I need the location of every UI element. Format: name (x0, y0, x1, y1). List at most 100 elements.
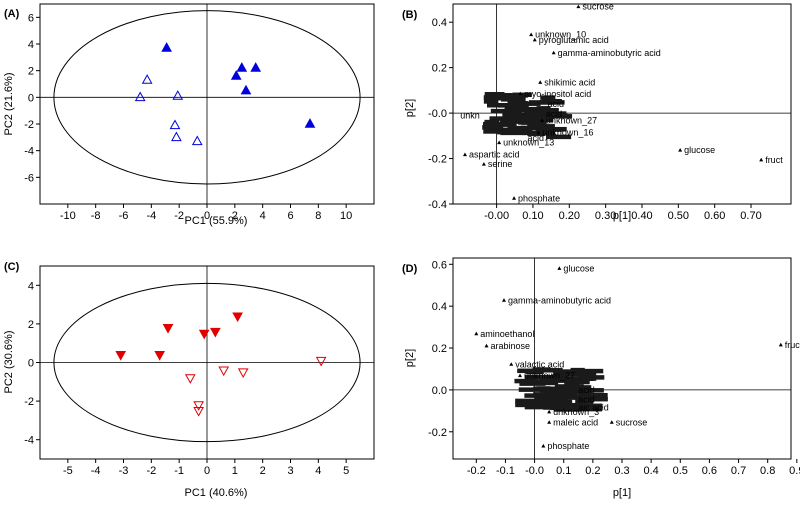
loading-label: pyroglutamic acid (539, 35, 609, 45)
loading-label: glucose (563, 263, 594, 273)
overlapping-label-mark (529, 398, 547, 404)
confidence-ellipse (53, 10, 361, 185)
loading-label: aminoethanol (480, 329, 534, 339)
loading-point (551, 50, 556, 55)
y-tick-label: 0.4 (432, 301, 447, 313)
y-tick-label: -0.2 (428, 154, 447, 166)
x-axis-title: p[1] (613, 210, 631, 222)
y-axis-title: PC2 (30.6%) (3, 331, 15, 394)
loading-point (541, 443, 546, 448)
x-tick-label: 0.20 (559, 210, 580, 222)
loading-point (462, 152, 467, 157)
loading-point (778, 342, 783, 347)
x-tick-label: -2 (146, 465, 156, 477)
loading-point (557, 266, 562, 270)
overlapping-label-mark (574, 405, 595, 410)
overlapping-label-mark (515, 398, 535, 404)
loading-label: gamma-aminobutyric acid (558, 48, 661, 58)
x-axis-title: p[1] (613, 487, 631, 499)
overlapping-label-mark (538, 368, 563, 373)
overlapping-label-mark (578, 388, 604, 393)
loading-point (518, 91, 523, 96)
loading-point (678, 147, 683, 152)
loading-label: unknown_27 (524, 371, 575, 381)
plot-frame (452, 257, 792, 460)
x-tick-label: -1 (174, 465, 184, 477)
x-tick-label: 0 (204, 465, 210, 477)
overlapping-label-mark (534, 396, 564, 402)
overlapping-label-mark (511, 106, 538, 112)
x-tick-label: 4 (315, 465, 321, 477)
solid-sample-marker (236, 62, 248, 72)
overlapping-label-mark (518, 387, 547, 392)
open-sample-marker (134, 91, 146, 102)
open-sample-marker (193, 407, 204, 417)
overlapping-label-mark (489, 116, 507, 121)
overlapping-label-mark (554, 369, 579, 374)
overlapping-label-mark (546, 134, 572, 140)
x-tick-label: 2 (232, 210, 238, 222)
loading-label-fragment: acid (528, 133, 545, 143)
loading-label: unknown_16 (542, 127, 593, 137)
solid-sample-marker (250, 62, 262, 72)
solid-sample-marker (230, 70, 242, 80)
loading-point (484, 343, 489, 348)
overlapping-label-mark (529, 115, 551, 121)
overlapping-label-mark (524, 374, 553, 380)
x-tick-label: 0 (204, 210, 210, 222)
loading-label: sucrose (616, 417, 648, 427)
loading-label: gamma-aminobutyric acid (508, 295, 611, 305)
x-tick-label: 0.50 (668, 210, 689, 222)
y-tick-label: -0.2 (428, 427, 447, 439)
x-tick-label: -4 (146, 210, 156, 222)
x-tick-label: 0.5 (673, 465, 688, 477)
y-tick-label: -6 (24, 172, 34, 184)
solid-sample-marker (154, 351, 166, 361)
x-tick-label: 0.4 (643, 465, 658, 477)
overlapping-label-mark (575, 399, 594, 404)
solid-sample-marker (198, 329, 210, 340)
loading-point (518, 373, 523, 378)
loading-label: sucrose (582, 2, 614, 12)
y-axis-title: p[2] (404, 349, 416, 367)
solid-sample-marker (210, 327, 221, 338)
overlapping-label-mark (490, 122, 511, 127)
overlapping-label-mark (536, 106, 551, 111)
loading-label-fragment: unkn (460, 110, 480, 120)
y-tick-label: 0.4 (432, 17, 447, 29)
loading-label: fructos (785, 340, 800, 350)
loading-label-fragment: acid (546, 109, 563, 119)
x-tick-label: 0.8 (760, 465, 775, 477)
y-tick-label: 6 (28, 12, 34, 24)
open-sample-marker (218, 366, 230, 377)
x-tick-label: 0.40 (631, 210, 652, 222)
x-tick-label: 6 (287, 210, 293, 222)
overlapping-label-mark (507, 125, 525, 131)
y-tick-label: 4 (28, 39, 34, 51)
loading-point (512, 196, 517, 200)
overlapping-label-mark (538, 380, 553, 385)
x-tick-label: 0.60 (704, 210, 725, 222)
y-tick-label: 0.6 (432, 259, 447, 271)
x-tick-label: 8 (315, 210, 321, 222)
overlapping-label-mark (512, 92, 532, 98)
x-tick-label: -3 (119, 465, 129, 477)
x-tick-label: 10 (340, 210, 352, 222)
overlapping-label-mark (571, 389, 590, 394)
x-tick-label: 0.9 (789, 465, 800, 477)
x-tick-label: 0.30 (595, 210, 616, 222)
y-tick-label: -0.0 (428, 108, 447, 120)
overlapping-label-mark (557, 394, 578, 400)
x-axis-title: PC1 (55.9%) (185, 215, 248, 227)
overlapping-label-mark (546, 111, 567, 116)
y-tick-label: 0.2 (432, 343, 447, 355)
overlapping-label-mark (525, 369, 544, 375)
loading-label-fragment: acid (578, 394, 595, 404)
open-sample-marker (193, 401, 204, 411)
open-sample-marker (172, 90, 184, 100)
overlapping-label-mark (542, 98, 562, 104)
y-axis-title: p[2] (404, 99, 416, 117)
overlapping-label-mark (482, 125, 504, 130)
loading-label: arabinose (491, 341, 531, 351)
solid-sample-marker (232, 312, 243, 323)
